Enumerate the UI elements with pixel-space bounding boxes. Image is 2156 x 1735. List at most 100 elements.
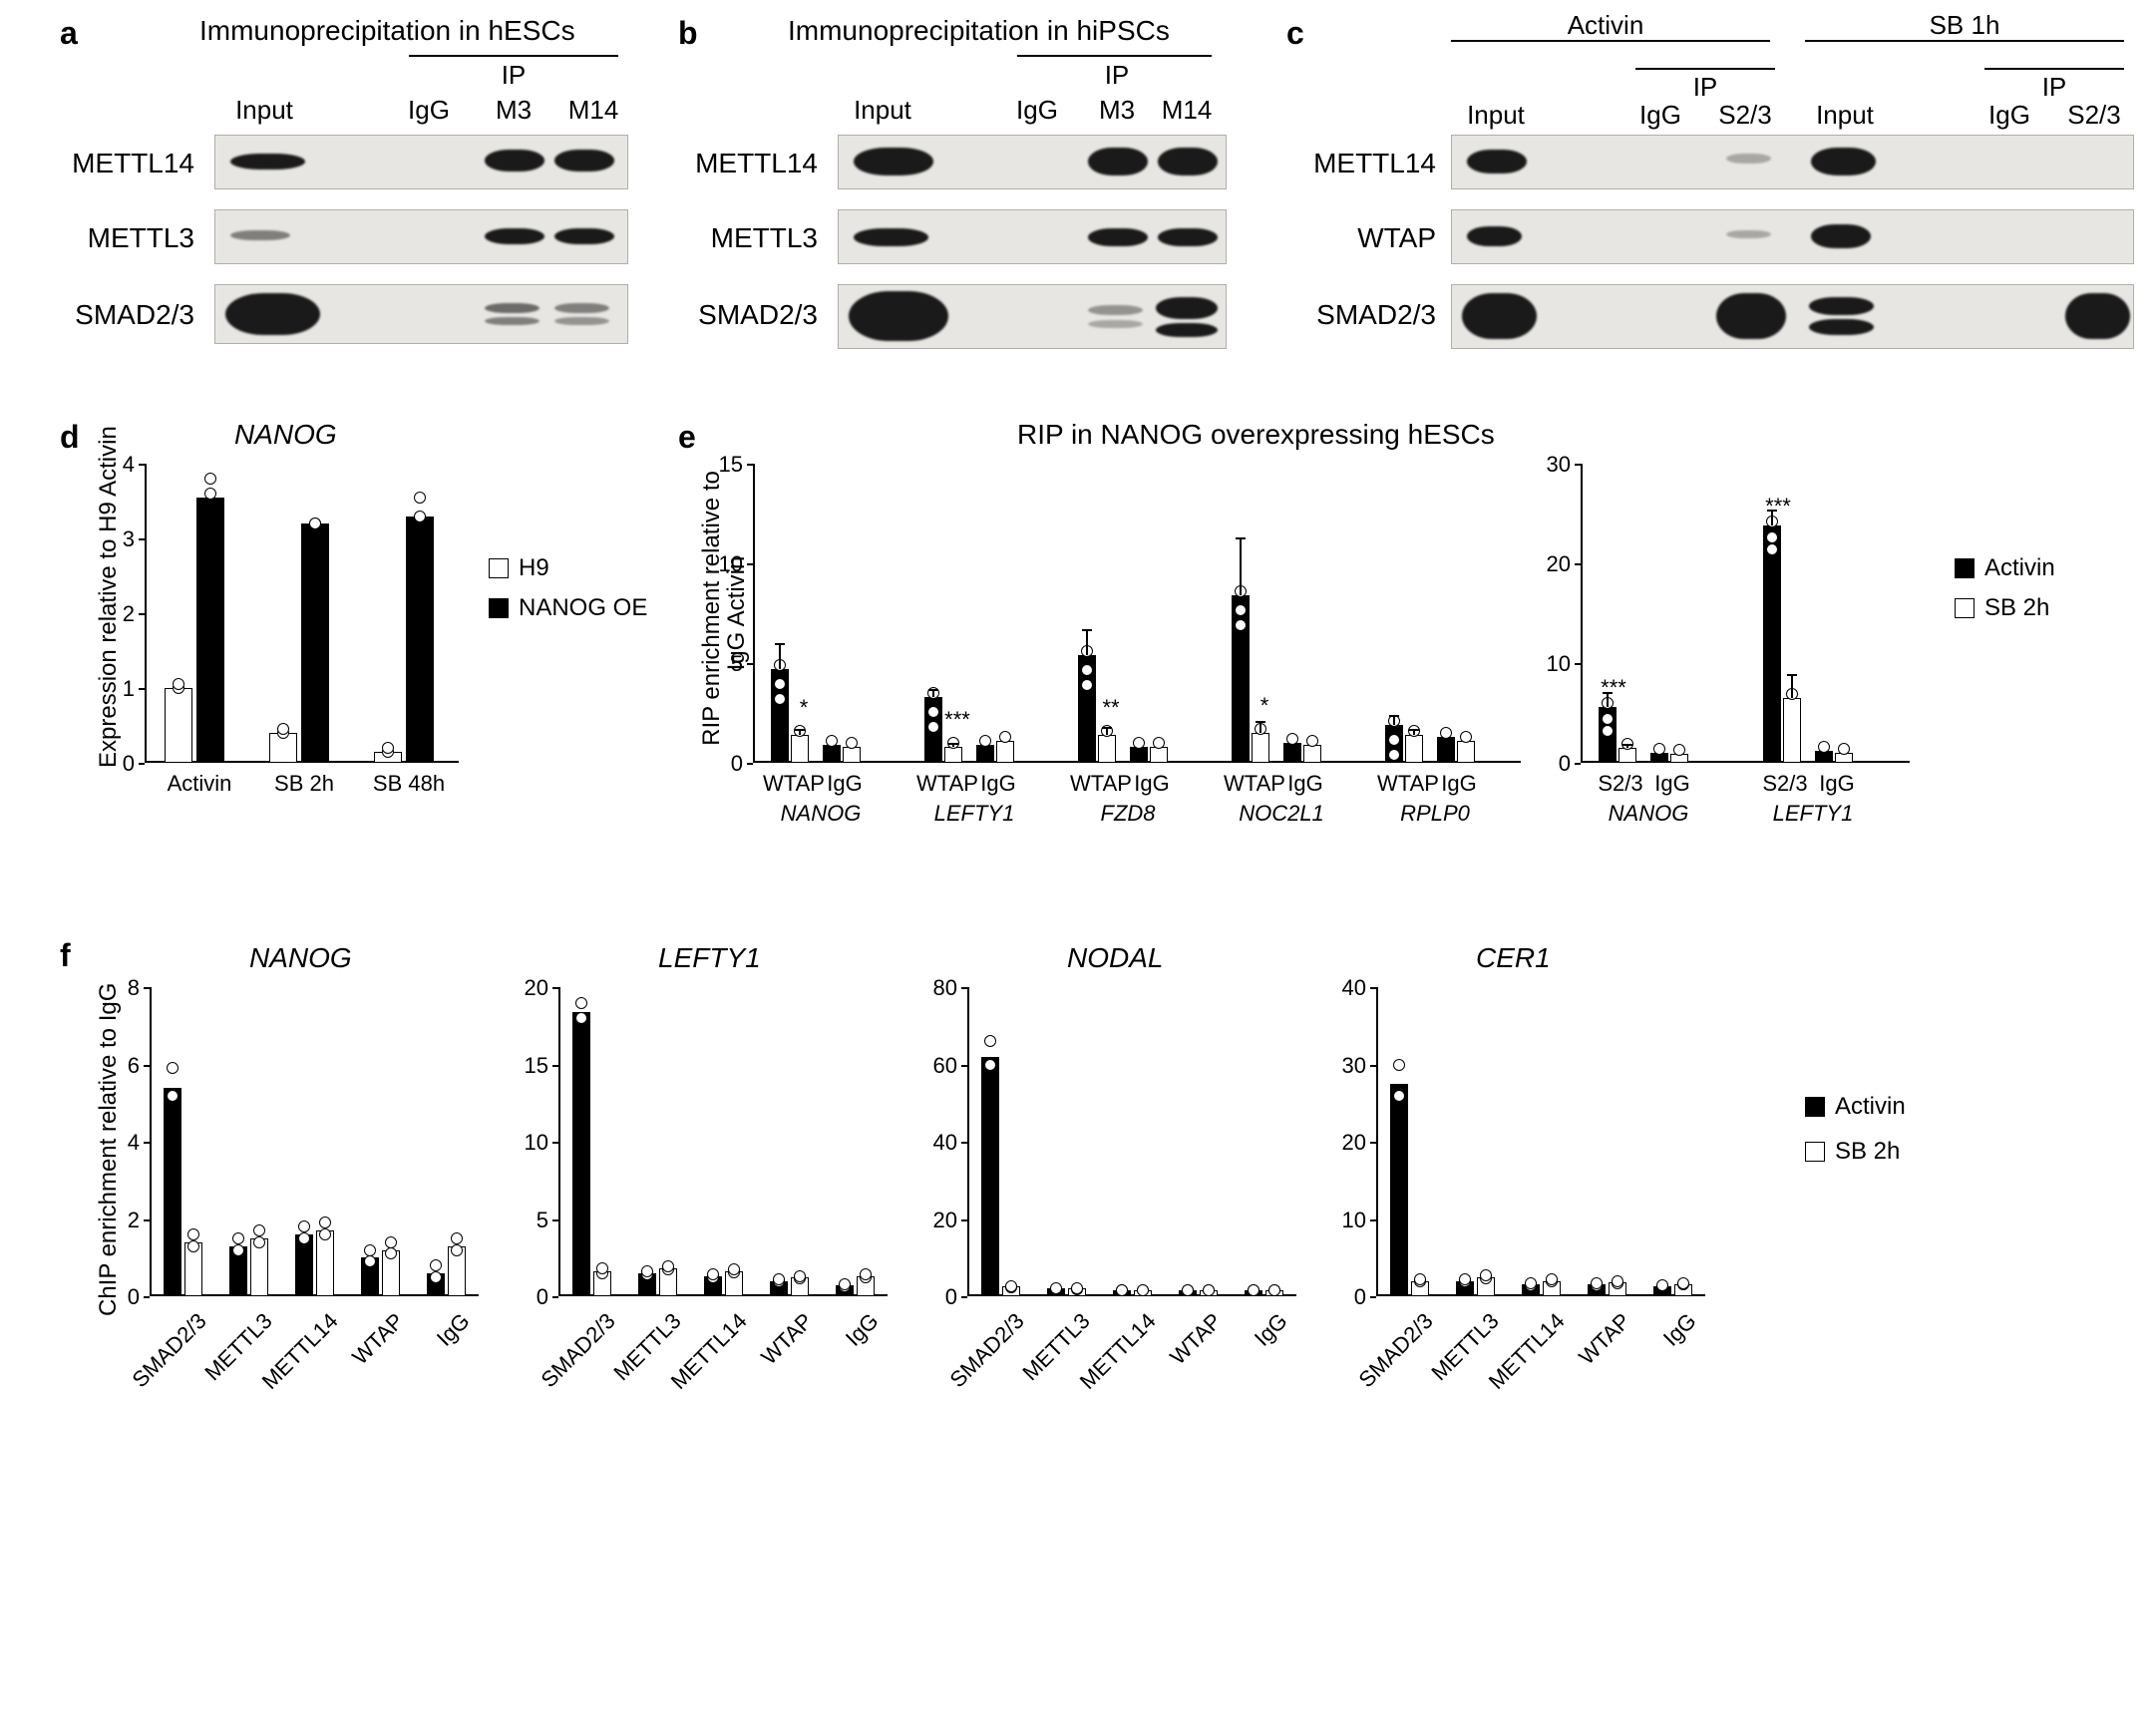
- data-point: [1081, 679, 1093, 691]
- data-point: [1602, 713, 1614, 725]
- data-point: [826, 735, 838, 747]
- data-point: [298, 1220, 310, 1232]
- data-point: [298, 1232, 310, 1244]
- panel-a-title: Immunoprecipitation in hESCs: [199, 15, 575, 47]
- panel-a-ip-bracket: [409, 55, 618, 57]
- legend-d-h9-sq: [489, 558, 509, 578]
- bar: [1390, 1084, 1408, 1296]
- data-point: [1656, 1279, 1668, 1291]
- data-point: [1137, 1284, 1149, 1296]
- panel-c-cola-2: S2/3: [1710, 100, 1780, 131]
- data-point: [999, 731, 1011, 743]
- panel-b-blot-1: [838, 209, 1227, 264]
- bar: [1457, 741, 1475, 763]
- data-point: [1268, 1284, 1280, 1296]
- data-point: [187, 1228, 199, 1240]
- panel-b-title: Immunoprecipitation in hiPSCs: [788, 15, 1170, 47]
- data-point: [364, 1244, 376, 1256]
- data-point: [1677, 1277, 1689, 1289]
- panel-c-blot-2: [1451, 284, 2134, 349]
- data-point: [319, 1228, 331, 1240]
- data-point: [430, 1259, 442, 1271]
- bar: [823, 745, 841, 763]
- panel-e-ylab: RIP enrichment relative to: [698, 449, 726, 768]
- data-point: [774, 678, 786, 690]
- data-point: [979, 735, 991, 747]
- legend-e-sb: SB 2h: [1984, 594, 2049, 622]
- legend-e-sb-sq: [1955, 598, 1975, 618]
- panel-b-row-2: SMAD2/3: [678, 299, 818, 331]
- data-point: [1460, 731, 1472, 743]
- panel-b-row-1: METTL3: [678, 222, 818, 254]
- bar: [1763, 525, 1781, 763]
- panel-a-blot-2: [214, 284, 628, 344]
- data-point: [1480, 1269, 1492, 1281]
- panel-a-row-0: METTL14: [55, 148, 194, 179]
- panel-c-ip-bracket-b: [1984, 68, 2124, 70]
- bar: [1303, 745, 1321, 763]
- panel-a-col-input: Input: [224, 95, 304, 126]
- panel-e-label: e: [678, 419, 696, 456]
- data-point: [253, 1224, 265, 1236]
- panel-c-cola-0: Input: [1456, 100, 1536, 131]
- panel-e-ylab2: IgG Activin: [723, 514, 751, 713]
- data-point: [641, 1265, 653, 1277]
- panel-c-ip-label-a: IP: [1685, 72, 1725, 103]
- panel-d-title: NANOG: [234, 419, 337, 451]
- bar: [996, 741, 1014, 763]
- bar: [316, 1230, 334, 1296]
- panel-c-ip-label-b: IP: [2034, 72, 2074, 103]
- panel-c-group-0: Activin: [1556, 10, 1655, 41]
- data-point: [1440, 727, 1452, 739]
- data-point: [1050, 1282, 1062, 1294]
- data-point: [167, 1062, 179, 1074]
- panel-b-label: b: [678, 15, 698, 52]
- data-point: [187, 1240, 199, 1252]
- data-point: [1602, 725, 1614, 737]
- data-point: [385, 1236, 397, 1248]
- panel-c-group-1: SB 1h: [1915, 10, 2014, 41]
- bar: [406, 517, 434, 764]
- data-point: [1393, 1059, 1405, 1071]
- data-point: [319, 1216, 331, 1228]
- legend-d-h9: H9: [519, 554, 549, 582]
- data-point: [1248, 1284, 1259, 1296]
- bar: [164, 1088, 181, 1296]
- data-point: [1388, 734, 1400, 746]
- bar: [1783, 698, 1801, 763]
- data-point: [204, 488, 216, 500]
- panel-f-label: f: [60, 937, 71, 974]
- panel-a-row-1: METTL3: [55, 222, 194, 254]
- bar: [1252, 733, 1269, 763]
- data-point: [232, 1232, 244, 1244]
- bar: [791, 735, 809, 763]
- data-point: [382, 742, 394, 754]
- legend-f-activin: Activin: [1835, 1093, 1906, 1121]
- data-point: [1653, 743, 1665, 755]
- data-point: [1286, 733, 1298, 745]
- panel-b-blot-2: [838, 284, 1227, 349]
- data-point: [1838, 743, 1850, 755]
- data-point: [1766, 543, 1778, 555]
- data-point: [204, 473, 216, 485]
- panel-c-row-1: WTAP: [1296, 222, 1436, 254]
- panel-c-row-0: METTL14: [1296, 148, 1436, 179]
- bar: [976, 745, 994, 763]
- data-point: [846, 737, 858, 749]
- data-point: [1071, 1282, 1083, 1294]
- data-point: [309, 518, 321, 529]
- panel-b-col-1: IgG: [1007, 95, 1067, 126]
- data-point: [1612, 1275, 1623, 1287]
- bar: [1437, 737, 1455, 763]
- panel-e-title: RIP in NANOG overexpressing hESCs: [1017, 419, 1495, 451]
- data-point: [1182, 1284, 1194, 1296]
- panel-c-colb-2: S2/3: [2059, 100, 2129, 131]
- data-point: [414, 492, 426, 504]
- data-point: [1203, 1284, 1215, 1296]
- bar: [1618, 748, 1636, 763]
- panel-c-colb-1: IgG: [1979, 100, 2039, 131]
- data-point: [1005, 1280, 1017, 1292]
- data-point: [1153, 737, 1165, 749]
- legend-d-oe: NANOG OE: [519, 594, 647, 622]
- data-point: [451, 1232, 463, 1244]
